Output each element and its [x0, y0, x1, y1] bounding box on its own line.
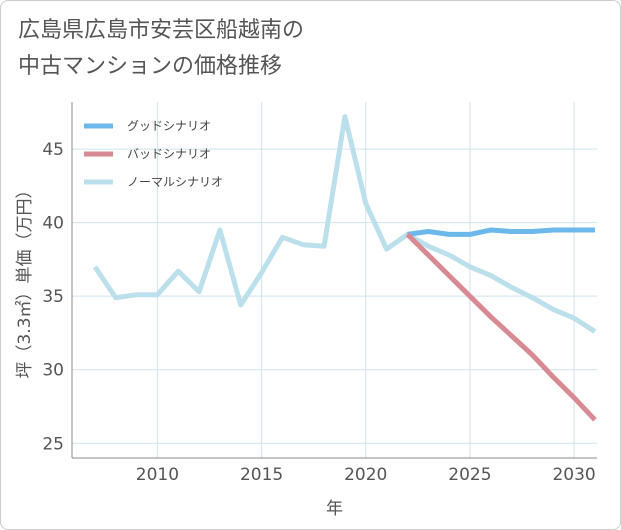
series-line-normal [92, 114, 597, 334]
chart-title-line2: 中古マンションの価格推移 [18, 54, 283, 79]
series-line-good [407, 227, 595, 237]
chart-title: 広島県広島市安芸区船越南の 中古マンションの価格推移 [18, 13, 304, 85]
x-tick-label: 2025 [448, 465, 491, 485]
legend-label-normal: ノーマルシナリオ [127, 175, 223, 189]
axes [71, 102, 597, 459]
x-tick-label: 2020 [344, 465, 387, 485]
series-lines [92, 114, 597, 422]
x-axis-label: 年 [326, 499, 343, 519]
legend-label-bad: バッドシナリオ [127, 147, 211, 161]
legend-label-good: グッドシナリオ [127, 119, 211, 133]
x-tick-label: 2030 [552, 465, 595, 485]
y-tick-label: 30 [42, 361, 64, 381]
chart-title-line1: 広島県広島市安芸区船越南の [18, 18, 305, 43]
y-tick-label: 45 [42, 140, 64, 160]
y-tick-label: 35 [42, 287, 64, 307]
y-tick-label: 25 [42, 434, 64, 454]
y-tick-label: 40 [42, 214, 64, 234]
grid-lines [72, 102, 597, 458]
tick-labels: 2010 2015 2020 2025 2030 25 30 35 40 45 [42, 140, 595, 485]
series-line-bad [405, 232, 597, 422]
x-tick-label: 2015 [240, 465, 283, 485]
y-axis-label: 坪（3.3㎡）単価（万円） [15, 181, 35, 378]
x-tick-label: 2010 [136, 465, 179, 485]
